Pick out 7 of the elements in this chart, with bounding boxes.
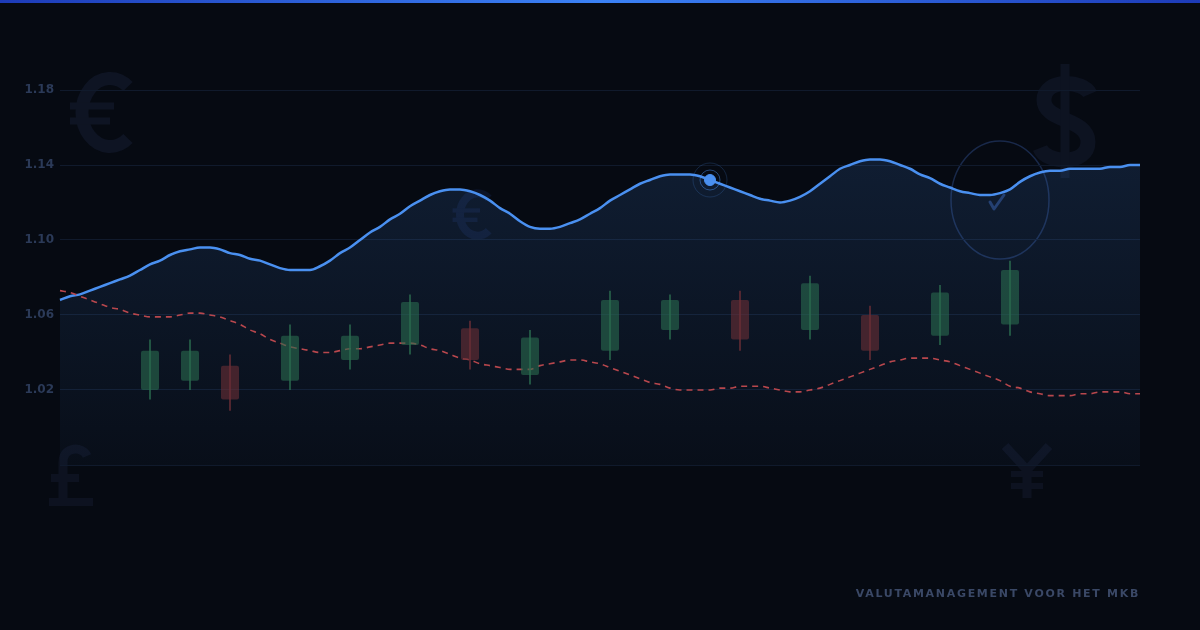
line-series [59, 289, 1141, 397]
y-tick-label: 1.14 [24, 157, 54, 172]
y-tick-label: 1.06 [24, 307, 54, 322]
y-tick-label: 1.18 [24, 82, 54, 97]
y-tick-label: 1.02 [24, 382, 54, 397]
y-tick-label: 1.10 [24, 232, 54, 247]
text: VALUTAMANAGEMENT VOOR HET MKB [855, 587, 1140, 601]
